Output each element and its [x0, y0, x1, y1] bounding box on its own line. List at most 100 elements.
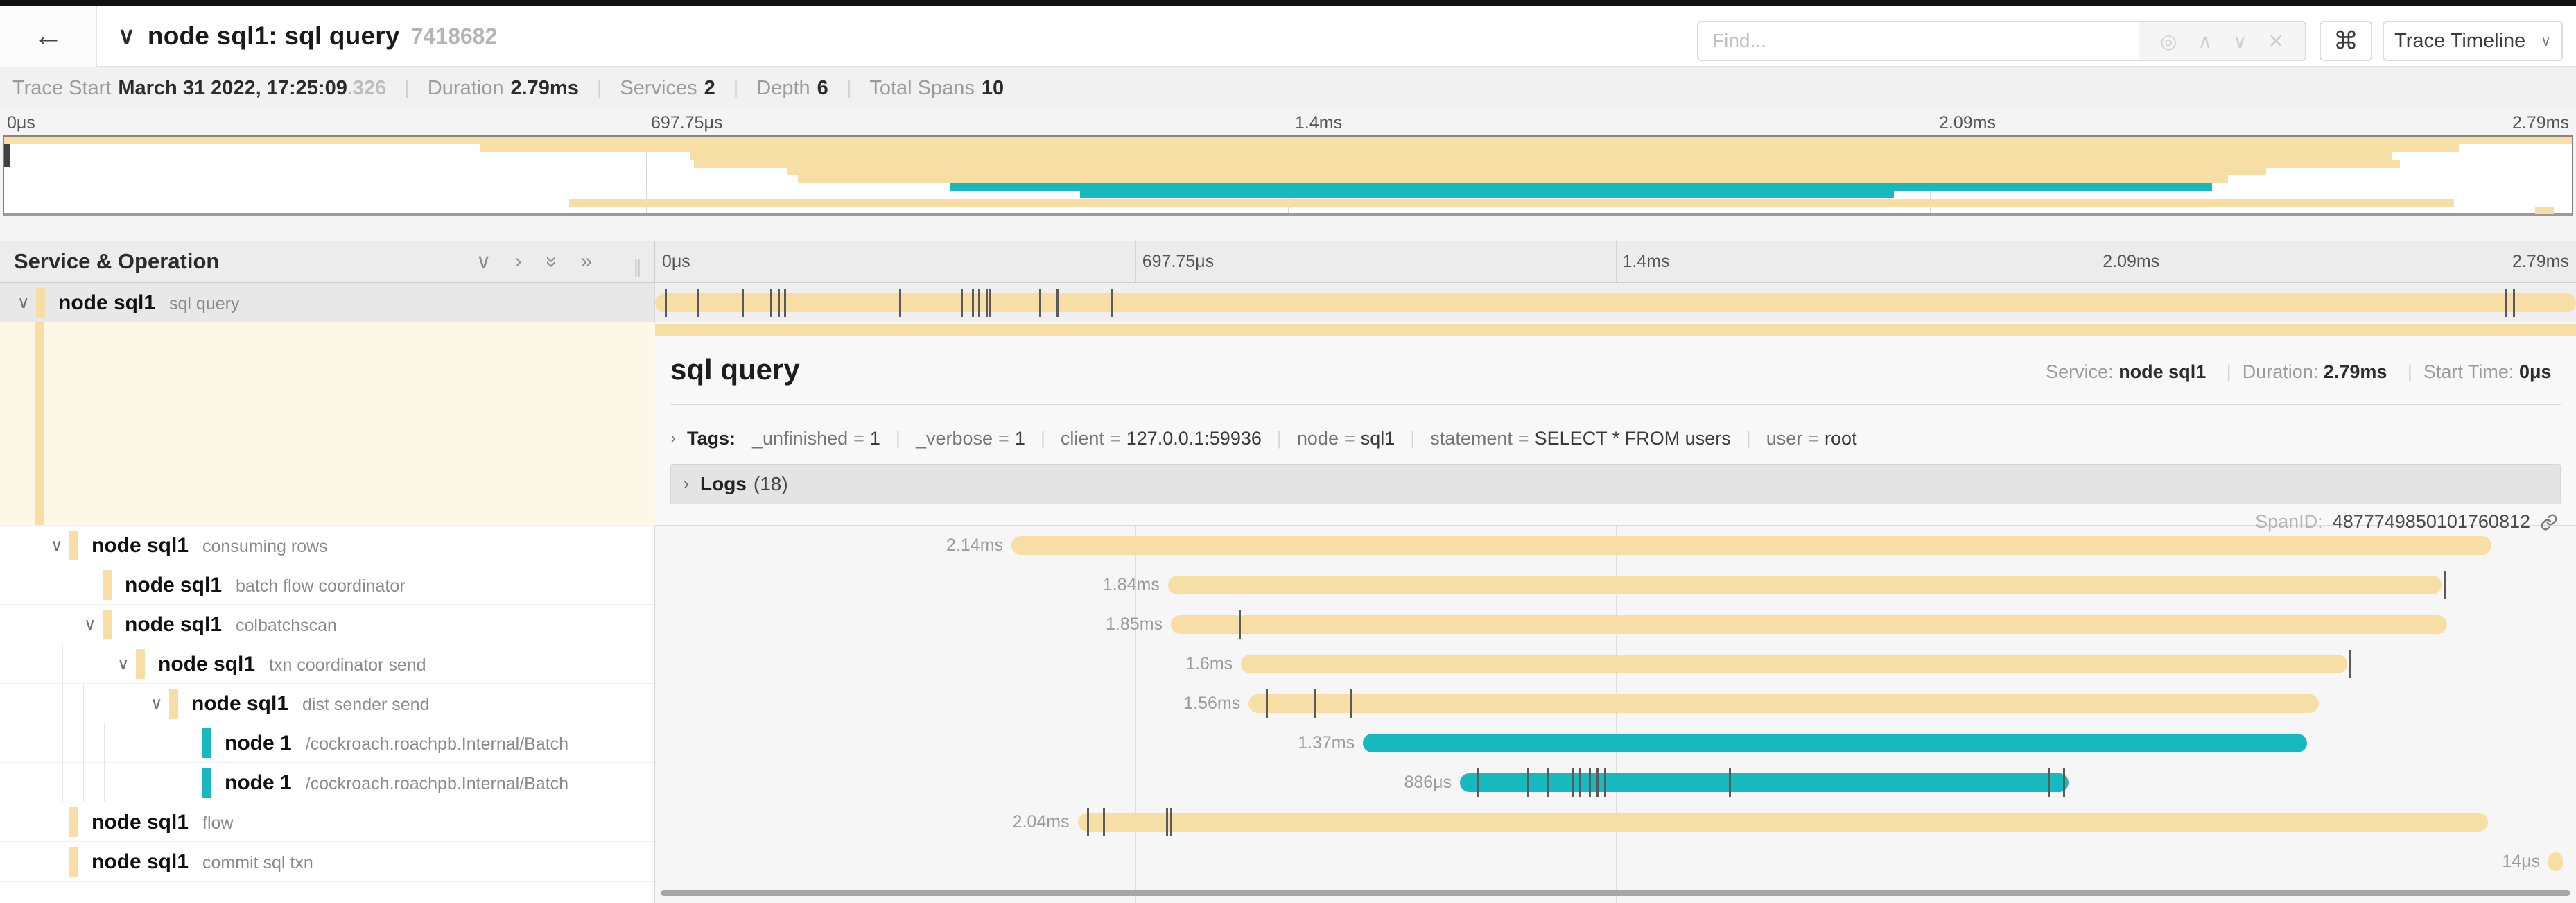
chevron-down-icon[interactable]: ∨	[51, 536, 63, 555]
span-tree-row[interactable]: node 1/cockroach.roachpb.Internal/Batch	[0, 763, 654, 802]
find-input[interactable]	[1698, 22, 2139, 60]
chevron-down-icon[interactable]: ∨	[150, 694, 163, 713]
log-tick-mark	[697, 289, 699, 317]
span-bar[interactable]	[1363, 734, 2308, 752]
log-tick-mark	[664, 289, 667, 317]
span-color-strip	[202, 768, 211, 798]
tree-depth-guide	[62, 644, 63, 683]
log-tick-mark	[1588, 768, 1591, 797]
prev-match-icon[interactable]: ∧	[2198, 30, 2212, 52]
span-bar-row[interactable]: 2.14ms	[655, 526, 2576, 565]
chevron-right-icon: ›	[684, 474, 689, 493]
back-button[interactable]: ←	[0, 6, 97, 67]
span-tree-row[interactable]: ∨ node sql1 sql query	[0, 283, 654, 322]
span-bar[interactable]	[1077, 813, 2488, 832]
span-color-strip	[69, 847, 78, 877]
tag-value: root	[1825, 427, 1857, 449]
log-tick-mark	[1527, 768, 1530, 797]
meta-label: Services	[620, 77, 697, 99]
horizontal-scrollbar-thumb[interactable]	[661, 890, 2570, 896]
span-service-operation: node sql1 colbatchscan	[125, 613, 337, 636]
span-bar[interactable]	[2548, 852, 2563, 871]
tag-separator: |	[1746, 427, 1751, 449]
meta-label: Trace Start	[12, 77, 112, 99]
tree-depth-guide	[62, 723, 63, 762]
tag-key: client	[1060, 427, 1104, 449]
log-tick-mark	[1578, 768, 1581, 797]
span-service-operation: node sql1 batch flow coordinator	[125, 574, 406, 596]
chevron-down-icon[interactable]: ∨	[17, 293, 30, 312]
collapse-trace-icon[interactable]: ∨	[118, 23, 135, 49]
span-tree-row[interactable]: node 1/cockroach.roachpb.Internal/Batch	[0, 723, 654, 763]
log-tick-mark	[985, 289, 988, 317]
span-bar[interactable]	[1011, 536, 2492, 555]
span-bar-row[interactable]	[655, 283, 2576, 322]
span-tree-row[interactable]: node sql1 batch flow coordinator	[0, 565, 654, 605]
collapse-one-icon[interactable]: ∨	[476, 250, 491, 273]
detail-divider	[670, 404, 2561, 405]
log-tick-mark	[1087, 808, 1090, 836]
expand-all-icon[interactable]: »	[580, 249, 592, 273]
link-icon[interactable]	[2540, 513, 2558, 531]
collapse-all-icon[interactable]: »	[540, 255, 564, 268]
chevron-down-icon[interactable]: ∨	[84, 615, 96, 634]
tree-depth-guide	[62, 684, 63, 723]
span-tree-row[interactable]: ∨ node sql1 txn coordinator send	[0, 644, 654, 684]
match-target-icon[interactable]: ◎	[2160, 30, 2177, 52]
span-bar-row[interactable]: 1.84ms	[655, 565, 2576, 605]
keyboard-shortcuts-button[interactable]: ⌘	[2320, 21, 2372, 61]
header-gridline	[1615, 241, 1617, 282]
span-tree-row[interactable]: ∨ node sql1 consuming rows	[0, 526, 654, 565]
span-tree-row[interactable]: ∨ node sql1 colbatchscan	[0, 605, 654, 644]
span-bar-row[interactable]: 1.85ms	[655, 605, 2576, 644]
chevron-down-icon: ∨	[2541, 33, 2551, 49]
trace-meta-bar: Trace Start March 31 2022, 17:25:09.326 | D…	[0, 67, 2576, 110]
logs-accordian[interactable]: › Logs (18)	[670, 464, 2561, 504]
log-tick-mark	[1039, 289, 1042, 317]
trace-view-selector[interactable]: Trace Timeline ∨	[2383, 21, 2563, 61]
timeline-gridline	[1135, 283, 1136, 903]
span-bar[interactable]	[1248, 694, 2319, 713]
column-resize-grip[interactable]: ∥	[633, 257, 642, 277]
tree-depth-guide	[62, 763, 63, 802]
span-bar[interactable]	[1460, 773, 2069, 792]
span-bar[interactable]	[1241, 655, 2348, 673]
trace-minimap[interactable]	[3, 135, 2573, 216]
span-bar-row[interactable]: 2.04ms	[655, 802, 2576, 842]
log-tick-mark	[989, 289, 992, 317]
expand-one-icon[interactable]: ›	[514, 249, 522, 273]
span-bar-row[interactable]: 1.6ms	[655, 644, 2576, 684]
detail-meta-label: Start Time:	[2423, 361, 2519, 382]
span-tree-row[interactable]: node sql1 flow	[0, 802, 654, 842]
ruler-tick-label: 2.79ms	[2512, 252, 2569, 271]
span-bar-row[interactable]: 1.56ms	[655, 684, 2576, 723]
meta-label: Depth	[756, 77, 810, 99]
next-match-icon[interactable]: ∨	[2232, 30, 2247, 52]
chevron-right-icon: ›	[670, 429, 676, 447]
meta-separator: |	[404, 77, 410, 99]
span-bar-row[interactable]: 1.37ms	[655, 723, 2576, 763]
chevron-down-icon[interactable]: ∨	[117, 655, 130, 673]
meta-value: 2	[704, 77, 715, 99]
span-bar[interactable]	[1171, 615, 2448, 634]
span-tree-row[interactable]: ∨ node sql1 dist sender send	[0, 684, 654, 723]
ruler-tick-label: 0μs	[662, 252, 690, 271]
logs-label: Logs	[700, 473, 747, 495]
clear-find-icon[interactable]: ✕	[2268, 30, 2284, 52]
span-duration-label: 1.84ms	[1102, 575, 1160, 594]
tags-accordian[interactable]: › Tags: _unfinished = 1 | _verbose = 1 | client = 12…	[670, 417, 2561, 460]
span-bar[interactable]	[1167, 576, 2442, 594]
ruler-tick-label: 2.09ms	[2103, 252, 2160, 271]
minimap-left-scrubber[interactable]	[4, 137, 10, 167]
span-operation-name: consuming rows	[202, 537, 328, 556]
span-bar-row[interactable]: 886μs	[655, 763, 2576, 802]
span-bar[interactable]	[655, 293, 2576, 312]
meta-label: Duration	[427, 77, 504, 99]
span-bar-row[interactable]: 14μs	[655, 842, 2576, 882]
ruler-tick-label: 2.79ms	[2512, 113, 2569, 132]
tag-equals: =	[1109, 427, 1121, 449]
span-tree-row[interactable]: node sql1 commit sql txn	[0, 842, 654, 882]
log-tick-mark	[1728, 768, 1731, 797]
log-tick-mark	[972, 289, 975, 317]
span-operation-name: dist sender send	[302, 695, 430, 714]
